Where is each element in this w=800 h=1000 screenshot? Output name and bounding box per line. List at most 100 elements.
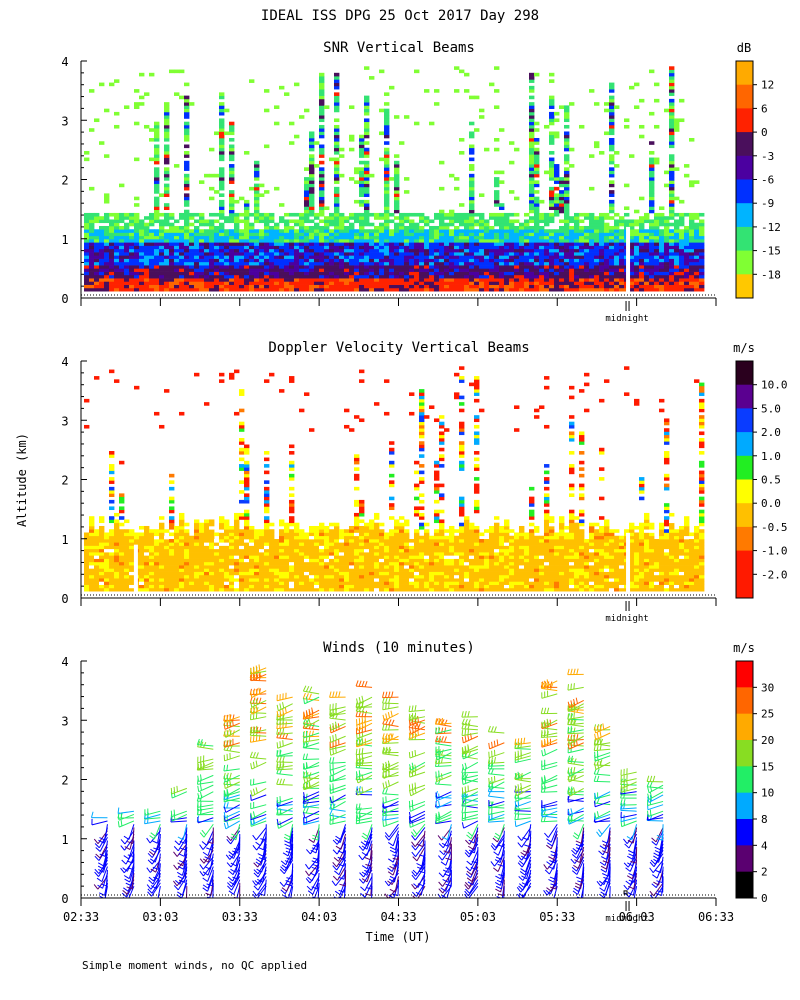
snr-cell xyxy=(519,248,525,253)
doppler-cell xyxy=(304,584,310,589)
snr-cell xyxy=(699,252,705,256)
doppler-cell xyxy=(244,581,250,585)
snr-cell xyxy=(589,248,595,253)
snr-cell xyxy=(469,177,475,181)
snr-cell xyxy=(354,265,360,269)
snr-cell xyxy=(324,252,330,256)
doppler-cell xyxy=(109,493,115,497)
snr-cell xyxy=(199,235,205,240)
snr-cell xyxy=(599,235,605,240)
snr-cell xyxy=(514,212,520,217)
doppler-cell xyxy=(194,535,200,540)
snr-cell xyxy=(349,274,355,279)
doppler-cell xyxy=(299,565,305,569)
snr-cell xyxy=(549,118,555,123)
doppler-cell xyxy=(109,587,115,592)
doppler-cell xyxy=(164,542,170,546)
doppler-cell xyxy=(244,509,250,514)
doppler-cell xyxy=(159,424,165,429)
snr-cell xyxy=(554,287,560,292)
doppler-cell xyxy=(264,548,270,553)
snr-cell xyxy=(364,118,370,123)
snr-cell xyxy=(184,193,190,197)
snr-cell xyxy=(589,261,595,266)
snr-cell xyxy=(334,284,340,289)
snr-cell xyxy=(99,141,105,145)
snr-cell xyxy=(284,229,290,233)
snr-cell xyxy=(129,268,135,272)
doppler-cell xyxy=(339,587,345,592)
doppler-cell xyxy=(99,574,105,579)
snr-cell xyxy=(459,151,465,155)
doppler-cell xyxy=(264,503,270,507)
snr-cell xyxy=(149,284,155,289)
doppler-cell xyxy=(259,581,265,585)
snr-cell xyxy=(204,281,210,285)
doppler-cell xyxy=(169,542,175,546)
snr-cell xyxy=(494,199,500,204)
doppler-cell xyxy=(354,460,360,465)
doppler-cell xyxy=(354,415,360,419)
snr-cell xyxy=(564,248,570,253)
doppler-cell xyxy=(284,539,290,543)
snr-cell xyxy=(394,287,400,292)
snr-cell xyxy=(159,268,165,272)
snr-cell xyxy=(574,274,580,279)
snr-cell xyxy=(394,167,400,171)
snr-cell xyxy=(674,128,680,132)
snr-cell xyxy=(249,212,255,217)
snr-cell xyxy=(699,274,705,279)
colorbar-label: -6 xyxy=(761,174,774,187)
doppler-cell xyxy=(294,581,300,585)
snr-cell xyxy=(594,102,600,106)
doppler-cell xyxy=(349,552,355,556)
snr-cell xyxy=(374,271,380,276)
doppler-cell xyxy=(234,545,240,550)
snr-cell xyxy=(244,248,250,253)
snr-cell xyxy=(654,98,660,103)
snr-cell xyxy=(154,121,160,126)
snr-cell xyxy=(89,287,95,292)
snr-cell xyxy=(669,111,675,116)
snr-cell xyxy=(349,177,355,181)
doppler-cell xyxy=(274,581,280,585)
snr-cell xyxy=(439,222,445,227)
doppler-cell xyxy=(224,542,230,546)
snr-cell xyxy=(414,287,420,292)
snr-cell xyxy=(464,232,470,237)
doppler-cell xyxy=(259,578,265,582)
doppler-cell xyxy=(214,555,220,559)
doppler-cell xyxy=(279,587,285,592)
doppler-cell xyxy=(294,545,300,550)
snr-cell xyxy=(164,255,170,259)
snr-cell xyxy=(399,252,405,256)
snr-cell xyxy=(174,281,180,285)
snr-cell xyxy=(319,72,325,77)
snr-cell xyxy=(589,271,595,276)
doppler-cell xyxy=(314,552,320,556)
snr-cell xyxy=(519,284,525,289)
snr-cell xyxy=(274,242,280,246)
doppler-cell xyxy=(94,542,100,546)
snr-cell xyxy=(354,287,360,292)
snr-cell xyxy=(154,284,160,289)
snr-cell xyxy=(474,255,480,259)
doppler-cell xyxy=(219,535,225,540)
snr-cell xyxy=(419,235,425,240)
snr-cell xyxy=(564,111,570,116)
snr-cell xyxy=(309,167,315,171)
snr-cell xyxy=(534,164,540,168)
snr-cell xyxy=(129,281,135,285)
doppler-cell xyxy=(84,565,90,569)
snr-cell xyxy=(459,268,465,272)
snr-cell xyxy=(514,232,520,237)
doppler-cell xyxy=(244,584,250,589)
colorbar-label: -9 xyxy=(761,197,774,210)
snr-cell xyxy=(609,137,615,142)
doppler-cell xyxy=(144,558,150,563)
doppler-cell xyxy=(139,578,145,582)
doppler-cell xyxy=(299,561,305,566)
snr-cell xyxy=(439,265,445,269)
snr-cell xyxy=(259,278,265,282)
snr-cell xyxy=(314,271,320,276)
